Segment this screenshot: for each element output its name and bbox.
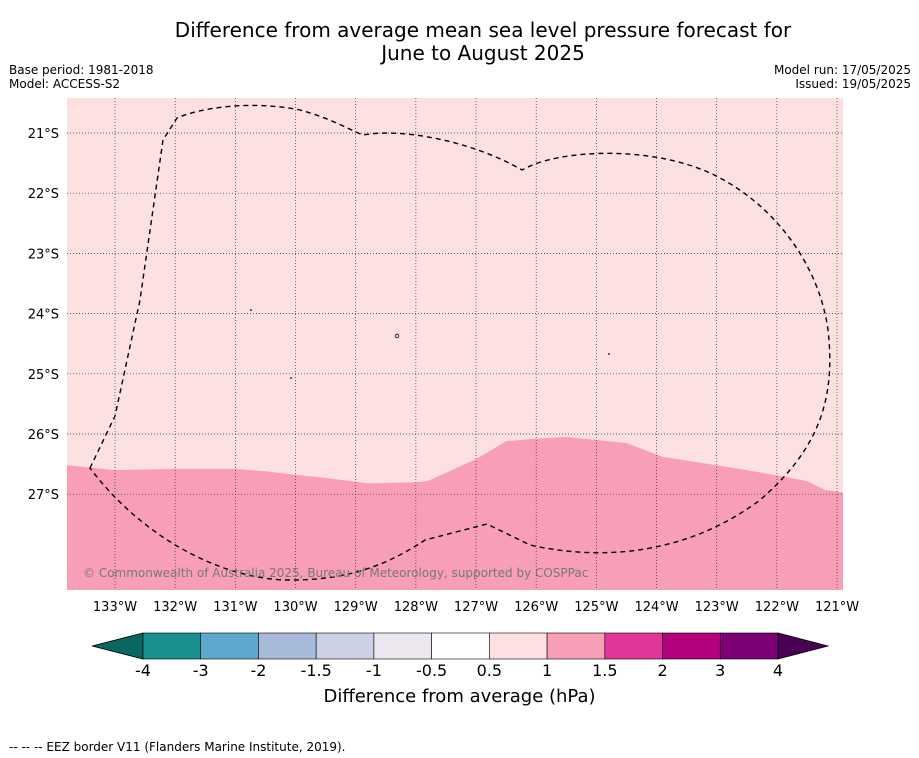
colorbar-title: Difference from average (hPa) (323, 686, 596, 707)
longitude-label: 131°W (213, 600, 257, 615)
map-title: Difference from average mean sea level p… (0, 19, 919, 65)
colorbar-swatch (315, 632, 375, 660)
colorbar-swatch (142, 632, 202, 660)
meta-right: Model run: 17/05/2025 Issued: 19/05/2025 (774, 63, 911, 91)
title-line-1: Difference from average mean sea level p… (174, 18, 792, 42)
colorbar-tick-label: -3 (193, 661, 209, 680)
colorbar-swatch (431, 632, 490, 660)
colorbar-tick-label: -1.5 (301, 661, 332, 680)
colorbar-swatch (373, 632, 432, 660)
graticule: 133°W 132°W 131°W 130°W 129°W 128°W 127°W 126°W… (28, 98, 859, 615)
latitude-label: 27°S (28, 488, 59, 503)
longitude-label: 129°W (334, 600, 378, 615)
longitude-label: 122°W (755, 600, 799, 615)
map-copyright: © Commonwealth of Australia 2025, Bureau… (83, 566, 588, 580)
colorbar-swatch (258, 632, 317, 660)
pressure-zone-1-to-1-5 (67, 437, 843, 590)
colorbar-extend-high (777, 632, 830, 660)
longitude-label: 127°W (454, 600, 498, 615)
title-line-2: June to August 2025 (381, 41, 585, 65)
colorbar-extend-low (91, 632, 144, 660)
longitude-label: 121°W (815, 600, 859, 615)
colorbar-swatch (489, 632, 548, 660)
eez-border (89, 104, 831, 581)
longitude-label: 132°W (153, 600, 197, 615)
colorbar-tick-label: 1.5 (592, 661, 617, 680)
colorbar-tick-label: 3 (715, 661, 725, 680)
colorbar-tick-label: 4 (773, 661, 783, 680)
latitude-label: 24°S (28, 308, 59, 323)
colorbar-tick-label: -0.5 (416, 661, 447, 680)
latitude-label: 21°S (28, 127, 59, 142)
longitude-label: 130°W (273, 600, 317, 615)
colorbar-swatch (546, 632, 606, 660)
colorbar-tick-label: 1 (542, 661, 552, 680)
colorbar-tick-label: -1 (366, 661, 382, 680)
colorbar: -4 -3 -2 -1.5 -1 -0.5 0.5 1 1.5 2 3 4 (91, 632, 830, 680)
colorbar-tick-label: 0.5 (477, 661, 502, 680)
latitude-label: 23°S (28, 247, 59, 262)
colorbar-tick-label: 2 (657, 661, 667, 680)
island (394, 333, 400, 339)
latitude-label: 25°S (28, 368, 59, 383)
colorbar-swatch (662, 632, 721, 660)
meta-left: Base period: 1981-2018 Model: ACCESS-S2 (9, 63, 154, 91)
island (608, 353, 610, 355)
colorbar-swatch (200, 632, 259, 660)
islands (250, 309, 610, 379)
longitude-label: 128°W (394, 600, 438, 615)
colorbar-swatch (719, 632, 779, 660)
longitude-label: 126°W (514, 600, 558, 615)
latitude-label: 26°S (28, 428, 59, 443)
eez-source-note: -- -- -- EEZ border V11 (Flanders Marine… (9, 740, 346, 754)
latitude-label: 22°S (28, 187, 59, 202)
longitude-label: 133°W (93, 600, 137, 615)
longitude-label: 123°W (695, 600, 739, 615)
longitude-label: 124°W (634, 600, 678, 615)
colorbar-swatch (604, 632, 663, 660)
longitude-label: 125°W (574, 600, 618, 615)
base-period: Base period: 1981-2018 (9, 63, 154, 77)
colorbar-tick-label: -2 (250, 661, 266, 680)
island (290, 377, 292, 379)
colorbar-tick-label: -4 (135, 661, 151, 680)
model-name: Model: ACCESS-S2 (9, 77, 121, 91)
issued-date: Issued: 19/05/2025 (795, 77, 911, 91)
model-run: Model run: 17/05/2025 (773, 63, 911, 77)
island (250, 309, 252, 311)
